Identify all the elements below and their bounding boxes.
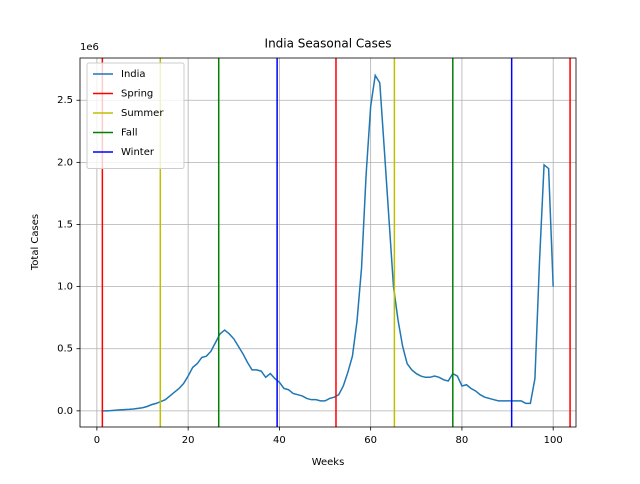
legend-label: Spring [121, 89, 153, 100]
y-tick-label: 1.0 [57, 282, 73, 293]
y-tick-label: 0.0 [57, 406, 73, 417]
line [101, 73, 554, 412]
y-tick-label: 0.5 [57, 344, 73, 355]
x-tick-label: 80 [456, 435, 469, 446]
legend-label: Winter [121, 147, 155, 158]
x-tick-label: 100 [544, 435, 563, 446]
x-tick-label: 20 [182, 435, 195, 446]
legend-label: Fall [121, 128, 138, 139]
chart-title: India Seasonal Cases [265, 37, 392, 51]
y-tick-label: 2.5 [57, 95, 73, 106]
legend-box [86, 62, 185, 169]
x-tick-label: 40 [273, 435, 286, 446]
y-offset-label: 1e6 [80, 42, 99, 53]
x-axis-label: Weeks [312, 457, 345, 468]
x-tick-label: 0 [94, 435, 100, 446]
y-tick-label: 2.0 [57, 157, 73, 168]
x-tick-label: 60 [364, 435, 377, 446]
plot-frame [79, 57, 577, 428]
y-axis-label: Total Cases [30, 214, 41, 271]
y-tick-label: 1.5 [57, 219, 73, 230]
legend-label: Summer [121, 108, 164, 119]
legend-label: India [121, 69, 146, 80]
